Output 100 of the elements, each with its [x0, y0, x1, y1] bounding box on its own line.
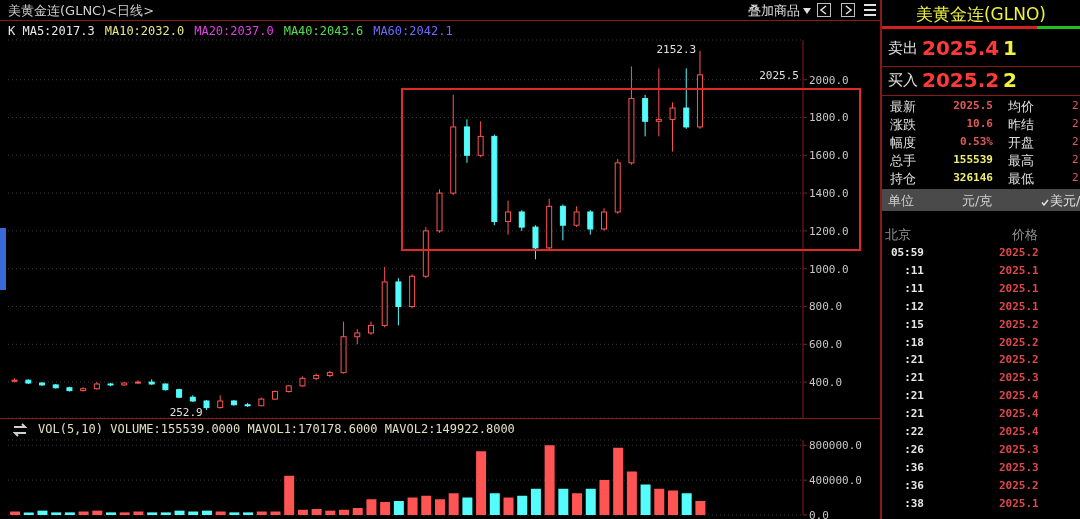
candlestick: [559, 203, 566, 241]
bar: [695, 501, 706, 515]
y-tick-label: 1400.0: [809, 186, 849, 200]
text: 2025.2: [999, 335, 1039, 349]
bar: [92, 510, 103, 515]
bar: [243, 512, 254, 515]
bar: [339, 509, 350, 515]
text: 2025.2: [999, 246, 1039, 259]
text: 卖出: [888, 39, 918, 58]
text: 价格: [1012, 226, 1038, 244]
text: 北京: [885, 226, 911, 244]
annotation: 2152.3: [656, 42, 697, 56]
text: 2025.1: [999, 299, 1039, 313]
annotation: 252.9: [169, 405, 203, 419]
text: :11: [904, 263, 924, 277]
text: 2: [1072, 99, 1079, 112]
bar: [407, 497, 418, 515]
text: 2025.3: [999, 371, 1039, 385]
text: 2025.2: [999, 317, 1039, 331]
bar: [37, 510, 48, 515]
y-tick-label: 600.0: [809, 338, 843, 352]
text: 开盘: [1008, 134, 1034, 152]
text: 2025.4: [999, 407, 1039, 421]
text: MA20:2037.0: [194, 24, 274, 38]
text: 2025.2: [999, 353, 1039, 367]
candlestick: [505, 200, 512, 236]
text: :26: [904, 442, 924, 456]
bar: [325, 510, 336, 515]
bar: [503, 497, 514, 515]
bar: [229, 512, 240, 515]
candlestick: [477, 120, 484, 158]
bar: [530, 488, 541, 515]
text: :36: [904, 478, 924, 492]
candlestick: [655, 67, 662, 137]
bar: [434, 499, 445, 515]
text: 2025.2: [999, 478, 1039, 492]
text: 2025.1: [999, 496, 1039, 510]
candlestick: [642, 94, 649, 137]
candlestick: [80, 386, 87, 393]
bar: [613, 447, 624, 515]
chart-title: 美黄金连(GLNC)<日线>: [8, 2, 155, 20]
bar: [64, 512, 75, 515]
candlestick: [518, 209, 525, 232]
bar: [366, 499, 377, 515]
text: 2: [1072, 135, 1079, 148]
bar: [681, 493, 692, 515]
candlestick: [532, 224, 539, 260]
bar: [599, 480, 610, 515]
candlestick: [587, 209, 594, 236]
text: 326146: [953, 171, 993, 184]
text: 2: [1072, 153, 1079, 166]
text: 昨结: [1008, 116, 1034, 134]
bar: [201, 510, 212, 515]
y-tick-label: 400000.0: [809, 474, 862, 488]
bar: [23, 512, 34, 515]
text: 2025.5: [953, 99, 993, 112]
candlestick: [683, 67, 690, 130]
y-tick-label: 400.0: [809, 375, 843, 389]
text: MA40:2043.6: [283, 24, 364, 38]
bar: [654, 488, 665, 515]
bar: [352, 508, 363, 515]
bar: [667, 490, 678, 515]
text: 幅度: [890, 134, 916, 152]
bar: [393, 501, 404, 515]
chart-title: VOL(5,10) VOLUME:155539.0000 MAVOL1:170178.6000 MAVOL2:149922.8000: [38, 422, 515, 436]
text: :38: [904, 496, 924, 510]
text: 2025.4: [999, 425, 1039, 438]
text: 2: [1003, 68, 1017, 92]
text: 10.6: [966, 117, 993, 130]
y-tick-label: 1600.0: [809, 149, 849, 163]
text: 叠加商品: [748, 2, 800, 20]
text: 2025.4: [999, 389, 1039, 403]
y-tick-label: 1000.0: [809, 262, 849, 276]
text: :22: [904, 425, 924, 438]
text: MA10:2032.0: [104, 24, 185, 38]
bar: [51, 512, 62, 515]
bar: [476, 451, 487, 515]
bar: [147, 512, 158, 515]
text: 美元/: [1050, 192, 1080, 210]
bar: [380, 501, 391, 515]
bar: [640, 484, 651, 515]
text: 最低: [1008, 170, 1034, 188]
bar: [558, 488, 569, 515]
y-tick-label: 2000.0: [809, 73, 849, 87]
text: 最高: [1008, 152, 1034, 170]
bar: [119, 512, 130, 515]
text: K MA5:2017.3: [8, 24, 95, 38]
bar: [174, 510, 185, 515]
bar: [585, 488, 596, 515]
candlestick: [669, 101, 676, 153]
bar: [626, 471, 637, 515]
text: 155539: [953, 153, 993, 166]
text: 2025.4: [922, 36, 1000, 60]
text: :21: [904, 389, 924, 403]
bar: [160, 512, 171, 515]
bar: [311, 508, 322, 515]
candlestick: [601, 207, 608, 232]
y-tick-label: 1200.0: [809, 224, 849, 238]
text: :21: [904, 407, 924, 421]
text: :21: [904, 371, 924, 385]
